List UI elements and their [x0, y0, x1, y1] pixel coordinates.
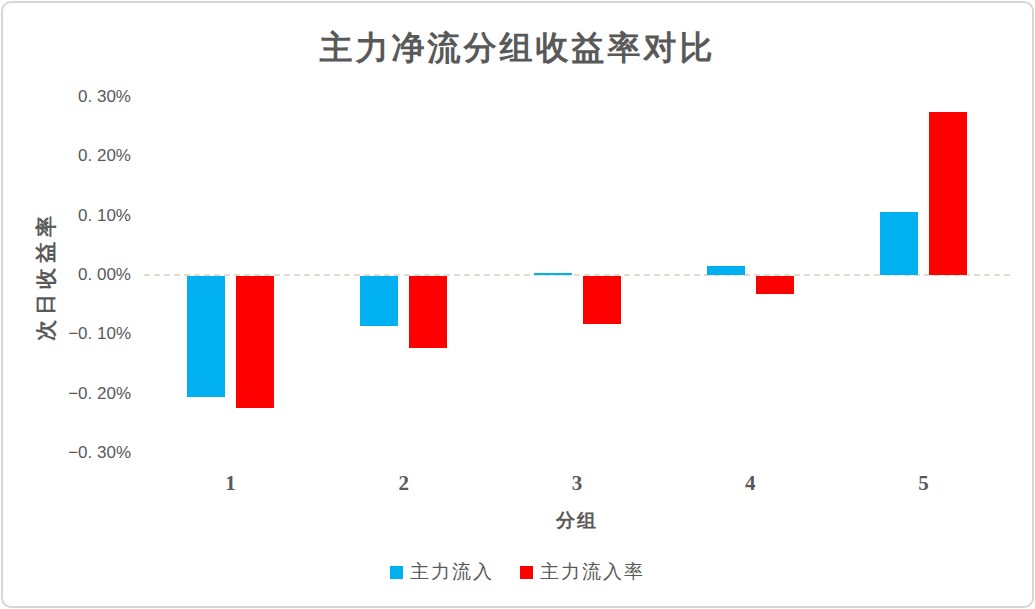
bar-主力流入率-group-3 — [583, 276, 621, 324]
bar-主力流入-group-1 — [187, 276, 225, 397]
x-category-label-2: 2 — [399, 471, 410, 496]
x-axis-category-labels: 1 2 3 4 5 — [144, 471, 1010, 497]
legend-swatch-icon — [390, 566, 403, 579]
legend-label: 主力流入率 — [540, 559, 645, 585]
bar-主力流入-group-5 — [880, 212, 918, 275]
y-axis-tick-labels: 0. 30%0. 20%0. 10%0. 00%−0. 10%−0. 20%−0… — [0, 97, 131, 453]
chart-screenshot: 主力净流分组收益率对比 次日收益率 0. 30%0. 20%0. 10%0. 0… — [0, 0, 1035, 609]
y-tick-label: −0. 30% — [68, 443, 131, 463]
y-tick-label: 0. 20% — [78, 146, 131, 166]
bar-主力流入率-group-5 — [929, 112, 967, 275]
y-tick-label: 0. 30% — [78, 87, 131, 107]
legend-label: 主力流入 — [410, 559, 494, 585]
y-tick-label: 0. 00% — [78, 265, 131, 285]
x-axis-title: 分组 — [144, 508, 1010, 534]
x-category-label-1: 1 — [225, 471, 236, 496]
bar-主力流入-group-4 — [707, 266, 745, 275]
legend-item-主力流入: 主力流入 — [390, 559, 494, 585]
legend-item-主力流入率: 主力流入率 — [520, 559, 645, 585]
bar-主力流入-group-2 — [360, 276, 398, 326]
y-tick-label: 0. 10% — [78, 206, 131, 226]
bar-主力流入率-group-4 — [756, 276, 794, 294]
y-tick-label: −0. 10% — [68, 324, 131, 344]
plot-area — [144, 97, 1010, 453]
chart-title: 主力净流分组收益率对比 — [0, 26, 1035, 71]
legend-swatch-icon — [520, 566, 533, 579]
chart-legend: 主力流入 主力流入率 — [0, 559, 1035, 585]
bar-主力流入-group-3 — [534, 273, 572, 275]
y-tick-label: −0. 20% — [68, 384, 131, 404]
x-category-label-3: 3 — [572, 471, 583, 496]
bar-主力流入率-group-1 — [236, 276, 274, 408]
bar-主力流入率-group-2 — [409, 276, 447, 348]
x-category-label-4: 4 — [745, 471, 756, 496]
x-category-label-5: 5 — [918, 471, 929, 496]
